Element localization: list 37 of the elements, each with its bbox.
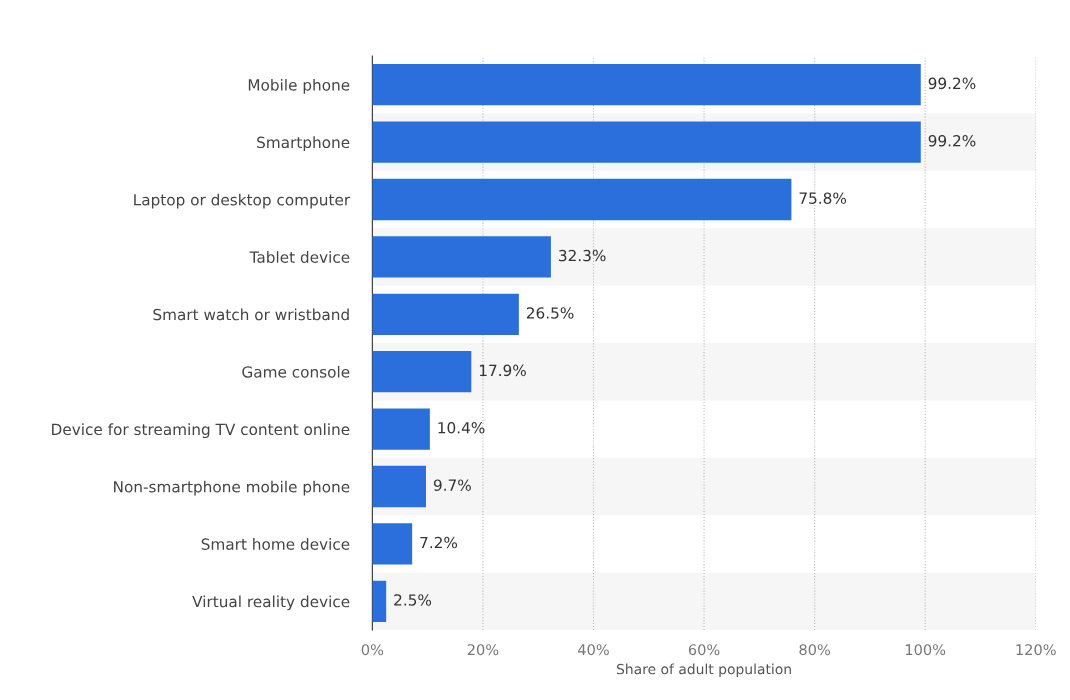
x-axis-title: Share of adult population — [616, 663, 791, 677]
x-tick-label: 80% — [799, 644, 831, 656]
y-tick-label: Virtual reality device — [192, 595, 350, 611]
data-label: 32.3% — [559, 249, 606, 262]
bar — [372, 293, 519, 335]
y-tick-label: Smart home device — [201, 538, 350, 550]
data-label: 9.7% — [433, 479, 471, 491]
data-label: 99.2% — [928, 77, 976, 90]
bar — [372, 465, 426, 508]
bar — [372, 580, 387, 622]
y-tick-label: Smartphone — [257, 136, 350, 152]
y-tick-label: Mobile phone — [248, 78, 350, 94]
bar — [372, 408, 430, 450]
x-tick-label: 40% — [578, 644, 609, 656]
data-label: 99.2% — [928, 134, 976, 147]
bar — [372, 64, 921, 106]
y-tick-label: Non-smartphone mobile phone — [114, 480, 350, 496]
data-label: 2.5% — [394, 594, 432, 606]
data-label: 75.8% — [799, 192, 847, 204]
bar — [372, 523, 413, 565]
x-tick-label: 120% — [1016, 644, 1056, 656]
bar — [372, 236, 551, 278]
x-tick-label: 60% — [688, 644, 720, 656]
y-tick-label: Tablet device — [249, 251, 350, 263]
data-label: 10.4% — [438, 421, 485, 434]
bar — [372, 351, 472, 393]
data-label: 7.2% — [420, 536, 458, 549]
y-tick-label: Game console — [242, 365, 350, 378]
bar — [372, 178, 792, 221]
y-tick-label: Device for streaming TV content online — [52, 423, 350, 439]
y-tick-label: Smart watch or wristband — [153, 308, 349, 321]
x-tick-label: 20% — [467, 644, 499, 656]
data-label: 17.9% — [479, 364, 526, 377]
x-tick-label: 100% — [905, 644, 946, 656]
x-tick-label: 0% — [361, 644, 384, 656]
data-label: 26.5% — [526, 307, 574, 319]
y-tick-label: Laptop or desktop computer — [134, 193, 351, 209]
